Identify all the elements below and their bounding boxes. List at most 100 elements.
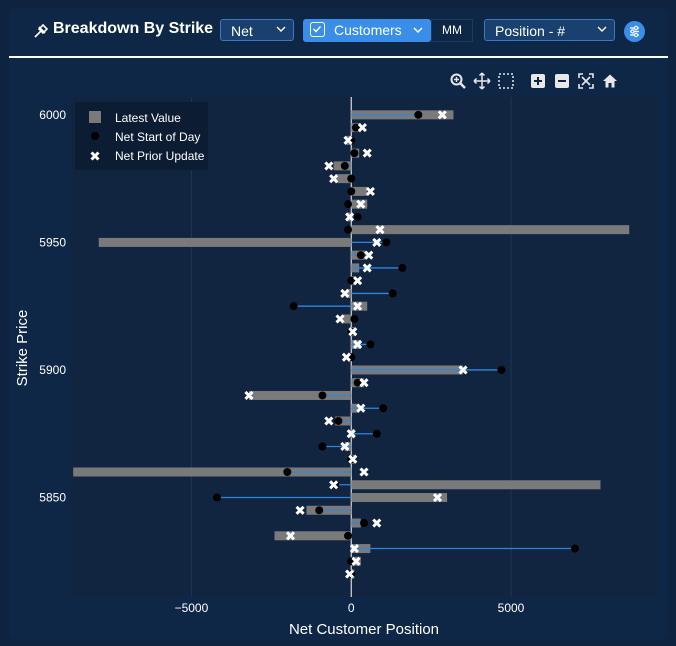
legend-item-latest: Latest Value <box>115 111 181 125</box>
strike-chart-icon <box>34 23 49 38</box>
home-icon[interactable] <box>601 72 619 90</box>
bar-latest-value[interactable] <box>73 467 352 477</box>
marker-prior-update[interactable] <box>437 110 447 120</box>
bar-latest-value[interactable] <box>341 314 352 324</box>
marker-start-of-day[interactable] <box>353 378 362 387</box>
marker-start-of-day[interactable] <box>283 468 292 476</box>
marker-prior-update[interactable] <box>362 263 372 273</box>
marker-start-of-day[interactable] <box>344 531 353 540</box>
marker-prior-update[interactable] <box>351 556 361 566</box>
zoom-icon[interactable] <box>449 72 467 90</box>
marker-prior-update[interactable] <box>372 518 382 528</box>
marker-start-of-day[interactable] <box>318 391 327 400</box>
marker-start-of-day[interactable] <box>350 149 359 158</box>
marker-prior-update[interactable] <box>324 416 334 426</box>
marker-start-of-day[interactable] <box>372 429 381 438</box>
marker-prior-update[interactable] <box>375 225 385 235</box>
marker-start-of-day[interactable] <box>497 365 506 374</box>
settings-button[interactable] <box>624 21 645 42</box>
marker-prior-update[interactable] <box>365 186 375 196</box>
legend: Latest Value Net Start of Day Net Prior … <box>75 102 208 170</box>
pan-icon[interactable] <box>473 72 491 90</box>
marker-prior-update[interactable] <box>356 199 366 209</box>
legend-item-prior: Net Prior Update <box>115 149 205 163</box>
marker-start-of-day[interactable] <box>340 161 349 170</box>
marker-start-of-day[interactable] <box>570 544 579 553</box>
marker-prior-update[interactable] <box>362 148 372 158</box>
bar-latest-value[interactable] <box>98 237 352 247</box>
marker-start-of-day[interactable] <box>388 289 397 298</box>
marker-start-of-day[interactable] <box>360 519 368 528</box>
marker-prior-update[interactable] <box>345 212 355 222</box>
marker-start-of-day[interactable] <box>344 200 353 209</box>
position-select-value: Position - # <box>495 23 566 39</box>
marker-start-of-day[interactable] <box>352 123 361 132</box>
marker-start-of-day[interactable] <box>318 442 327 451</box>
marker-prior-update[interactable] <box>343 135 353 145</box>
bar-latest-value[interactable] <box>346 288 352 298</box>
legend-bar-swatch <box>89 111 101 123</box>
plot-area <box>70 97 658 597</box>
marker-prior-update[interactable] <box>324 161 334 171</box>
marker-start-of-day[interactable] <box>213 493 221 502</box>
marker-start-of-day[interactable] <box>356 251 365 260</box>
marker-prior-update[interactable] <box>353 276 363 286</box>
marker-prior-update[interactable] <box>348 454 358 464</box>
marker-start-of-day[interactable] <box>366 340 375 349</box>
position-select[interactable]: Position - # <box>484 19 615 41</box>
marker-prior-update[interactable] <box>356 403 366 413</box>
marker-prior-update[interactable] <box>364 250 374 260</box>
bar-latest-value[interactable] <box>351 480 601 490</box>
marker-prior-update[interactable] <box>357 123 367 133</box>
bar-latest-value[interactable] <box>351 225 630 235</box>
marker-start-of-day[interactable] <box>289 302 298 311</box>
marker-prior-update[interactable] <box>341 352 351 362</box>
marker-prior-update[interactable] <box>335 314 345 324</box>
marker-prior-update[interactable] <box>346 429 356 439</box>
marker-prior-update[interactable] <box>329 480 339 490</box>
bar-latest-value[interactable] <box>351 493 448 503</box>
y-axis-label: Strike Price <box>14 310 31 387</box>
zoom-out-icon[interactable] <box>553 72 571 90</box>
marker-start-of-day[interactable] <box>382 238 391 247</box>
autoscale-icon[interactable] <box>577 72 595 90</box>
marker-start-of-day[interactable] <box>347 276 356 285</box>
box-select-icon[interactable] <box>497 72 515 90</box>
marker-start-of-day[interactable] <box>315 506 324 515</box>
bar-latest-value[interactable] <box>335 174 352 184</box>
marker-prior-update[interactable] <box>340 441 350 452</box>
marker-prior-update[interactable] <box>372 237 382 247</box>
bar-latest-value[interactable] <box>274 531 352 541</box>
bar-latest-value[interactable] <box>351 186 368 196</box>
marker-start-of-day[interactable] <box>347 174 356 183</box>
zoom-in-icon[interactable] <box>529 72 547 90</box>
marker-start-of-day[interactable] <box>398 263 407 272</box>
marker-prior-update[interactable] <box>359 378 369 388</box>
sliders-icon <box>630 25 639 38</box>
marker-prior-update[interactable] <box>329 174 339 184</box>
marker-start-of-day[interactable] <box>414 110 423 119</box>
marker-prior-update[interactable] <box>353 339 363 350</box>
bar-latest-value[interactable] <box>248 390 352 400</box>
mm-toggle[interactable]: MM <box>431 19 473 42</box>
marker-start-of-day[interactable] <box>379 404 388 413</box>
marker-prior-update[interactable] <box>353 301 363 311</box>
marker-prior-update[interactable] <box>340 288 350 298</box>
marker-prior-update[interactable] <box>285 531 296 541</box>
marker-prior-update[interactable] <box>295 505 305 515</box>
marker-start-of-day[interactable] <box>347 187 356 196</box>
header: Breakdown By Strike Net Customers MM Pos… <box>9 8 668 56</box>
marker-start-of-day[interactable] <box>353 212 362 221</box>
marker-start-of-day[interactable] <box>350 314 359 323</box>
marker-prior-update[interactable] <box>348 327 358 337</box>
marker-prior-update[interactable] <box>349 543 359 554</box>
marker-prior-update[interactable] <box>359 467 369 477</box>
marker-start-of-day[interactable] <box>344 225 353 234</box>
net-select[interactable]: Net <box>220 19 294 41</box>
marker-prior-update[interactable] <box>345 569 355 579</box>
marker-prior-update[interactable] <box>244 390 254 401</box>
marker-prior-update[interactable] <box>458 365 468 375</box>
marker-prior-update[interactable] <box>432 492 443 503</box>
marker-start-of-day[interactable] <box>334 416 343 425</box>
customers-toggle[interactable]: Customers <box>303 19 431 42</box>
